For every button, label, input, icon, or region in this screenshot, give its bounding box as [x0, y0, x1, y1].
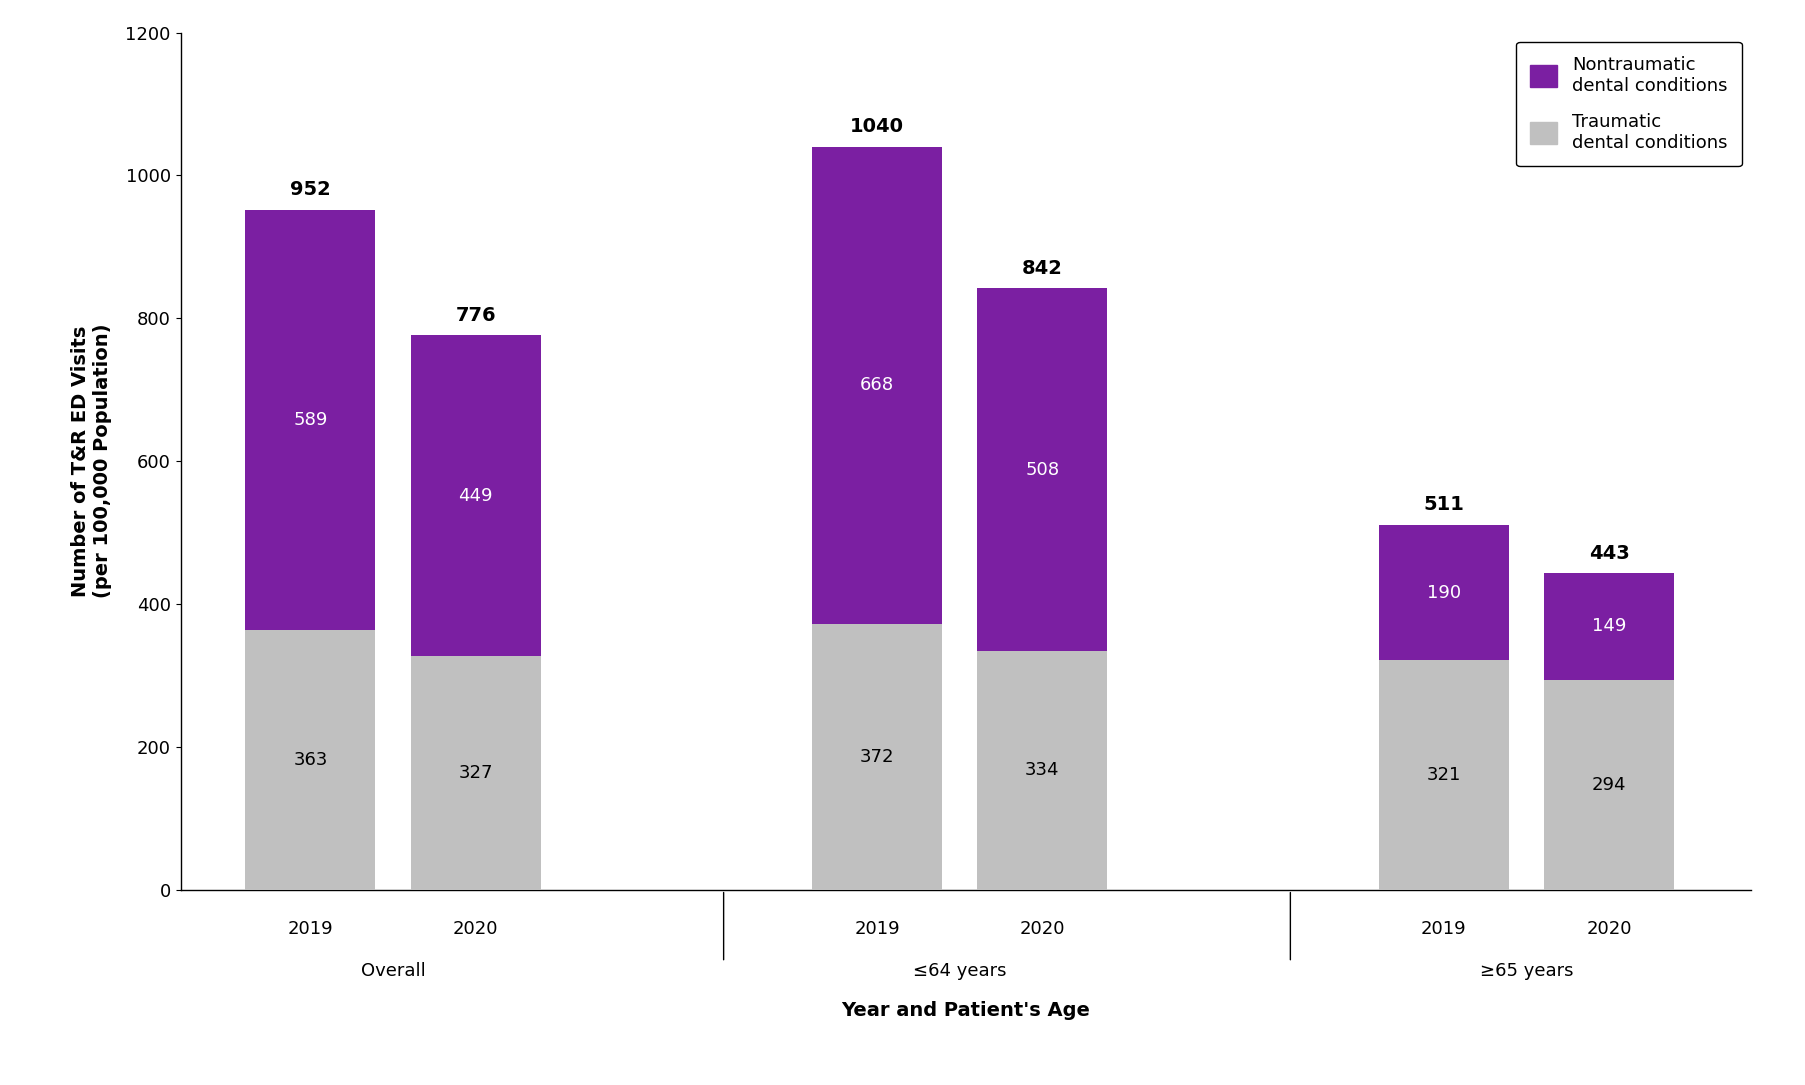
Bar	[245, 209, 375, 630]
Bar	[1379, 661, 1509, 890]
Bar	[412, 656, 542, 890]
Text: 363: 363	[292, 751, 327, 769]
Text: 2020: 2020	[1020, 920, 1065, 939]
Text: ≤64 years: ≤64 years	[913, 962, 1007, 980]
Text: 508: 508	[1025, 461, 1060, 478]
Bar	[812, 624, 942, 890]
Bar	[978, 289, 1106, 651]
Text: 2020: 2020	[453, 920, 498, 939]
Text: 511: 511	[1424, 495, 1464, 514]
Bar	[412, 335, 542, 656]
Text: ≥65 years: ≥65 years	[1480, 962, 1574, 980]
Bar	[1379, 525, 1509, 661]
Text: 190: 190	[1426, 584, 1460, 601]
Legend: Nontraumatic
dental conditions, Traumatic
dental conditions: Nontraumatic dental conditions, Traumati…	[1516, 41, 1742, 166]
Text: 294: 294	[1592, 776, 1626, 794]
Bar	[1545, 573, 1673, 679]
Text: 776: 776	[455, 306, 496, 324]
Text: 334: 334	[1025, 762, 1060, 779]
Text: 2019: 2019	[854, 920, 901, 939]
Text: 842: 842	[1022, 258, 1063, 278]
Text: 149: 149	[1592, 617, 1626, 636]
Text: Overall: Overall	[361, 962, 426, 980]
Text: 327: 327	[458, 764, 493, 782]
Bar	[812, 146, 942, 624]
Text: 2019: 2019	[1421, 920, 1467, 939]
Text: 372: 372	[859, 748, 893, 766]
Text: Year and Patient's Age: Year and Patient's Age	[841, 1000, 1090, 1020]
Text: 952: 952	[291, 180, 330, 199]
Text: 321: 321	[1426, 766, 1460, 784]
Text: 443: 443	[1588, 544, 1630, 562]
Text: 2020: 2020	[1587, 920, 1632, 939]
Text: 589: 589	[292, 411, 327, 429]
Text: 1040: 1040	[850, 117, 904, 136]
Text: 668: 668	[859, 376, 893, 395]
Bar	[978, 651, 1106, 890]
Text: 449: 449	[458, 487, 493, 505]
Bar	[245, 630, 375, 890]
Text: 2019: 2019	[287, 920, 334, 939]
Bar	[1545, 679, 1673, 890]
Y-axis label: Number of T&R ED Visits
(per 100,000 Population): Number of T&R ED Visits (per 100,000 Pop…	[70, 324, 112, 598]
